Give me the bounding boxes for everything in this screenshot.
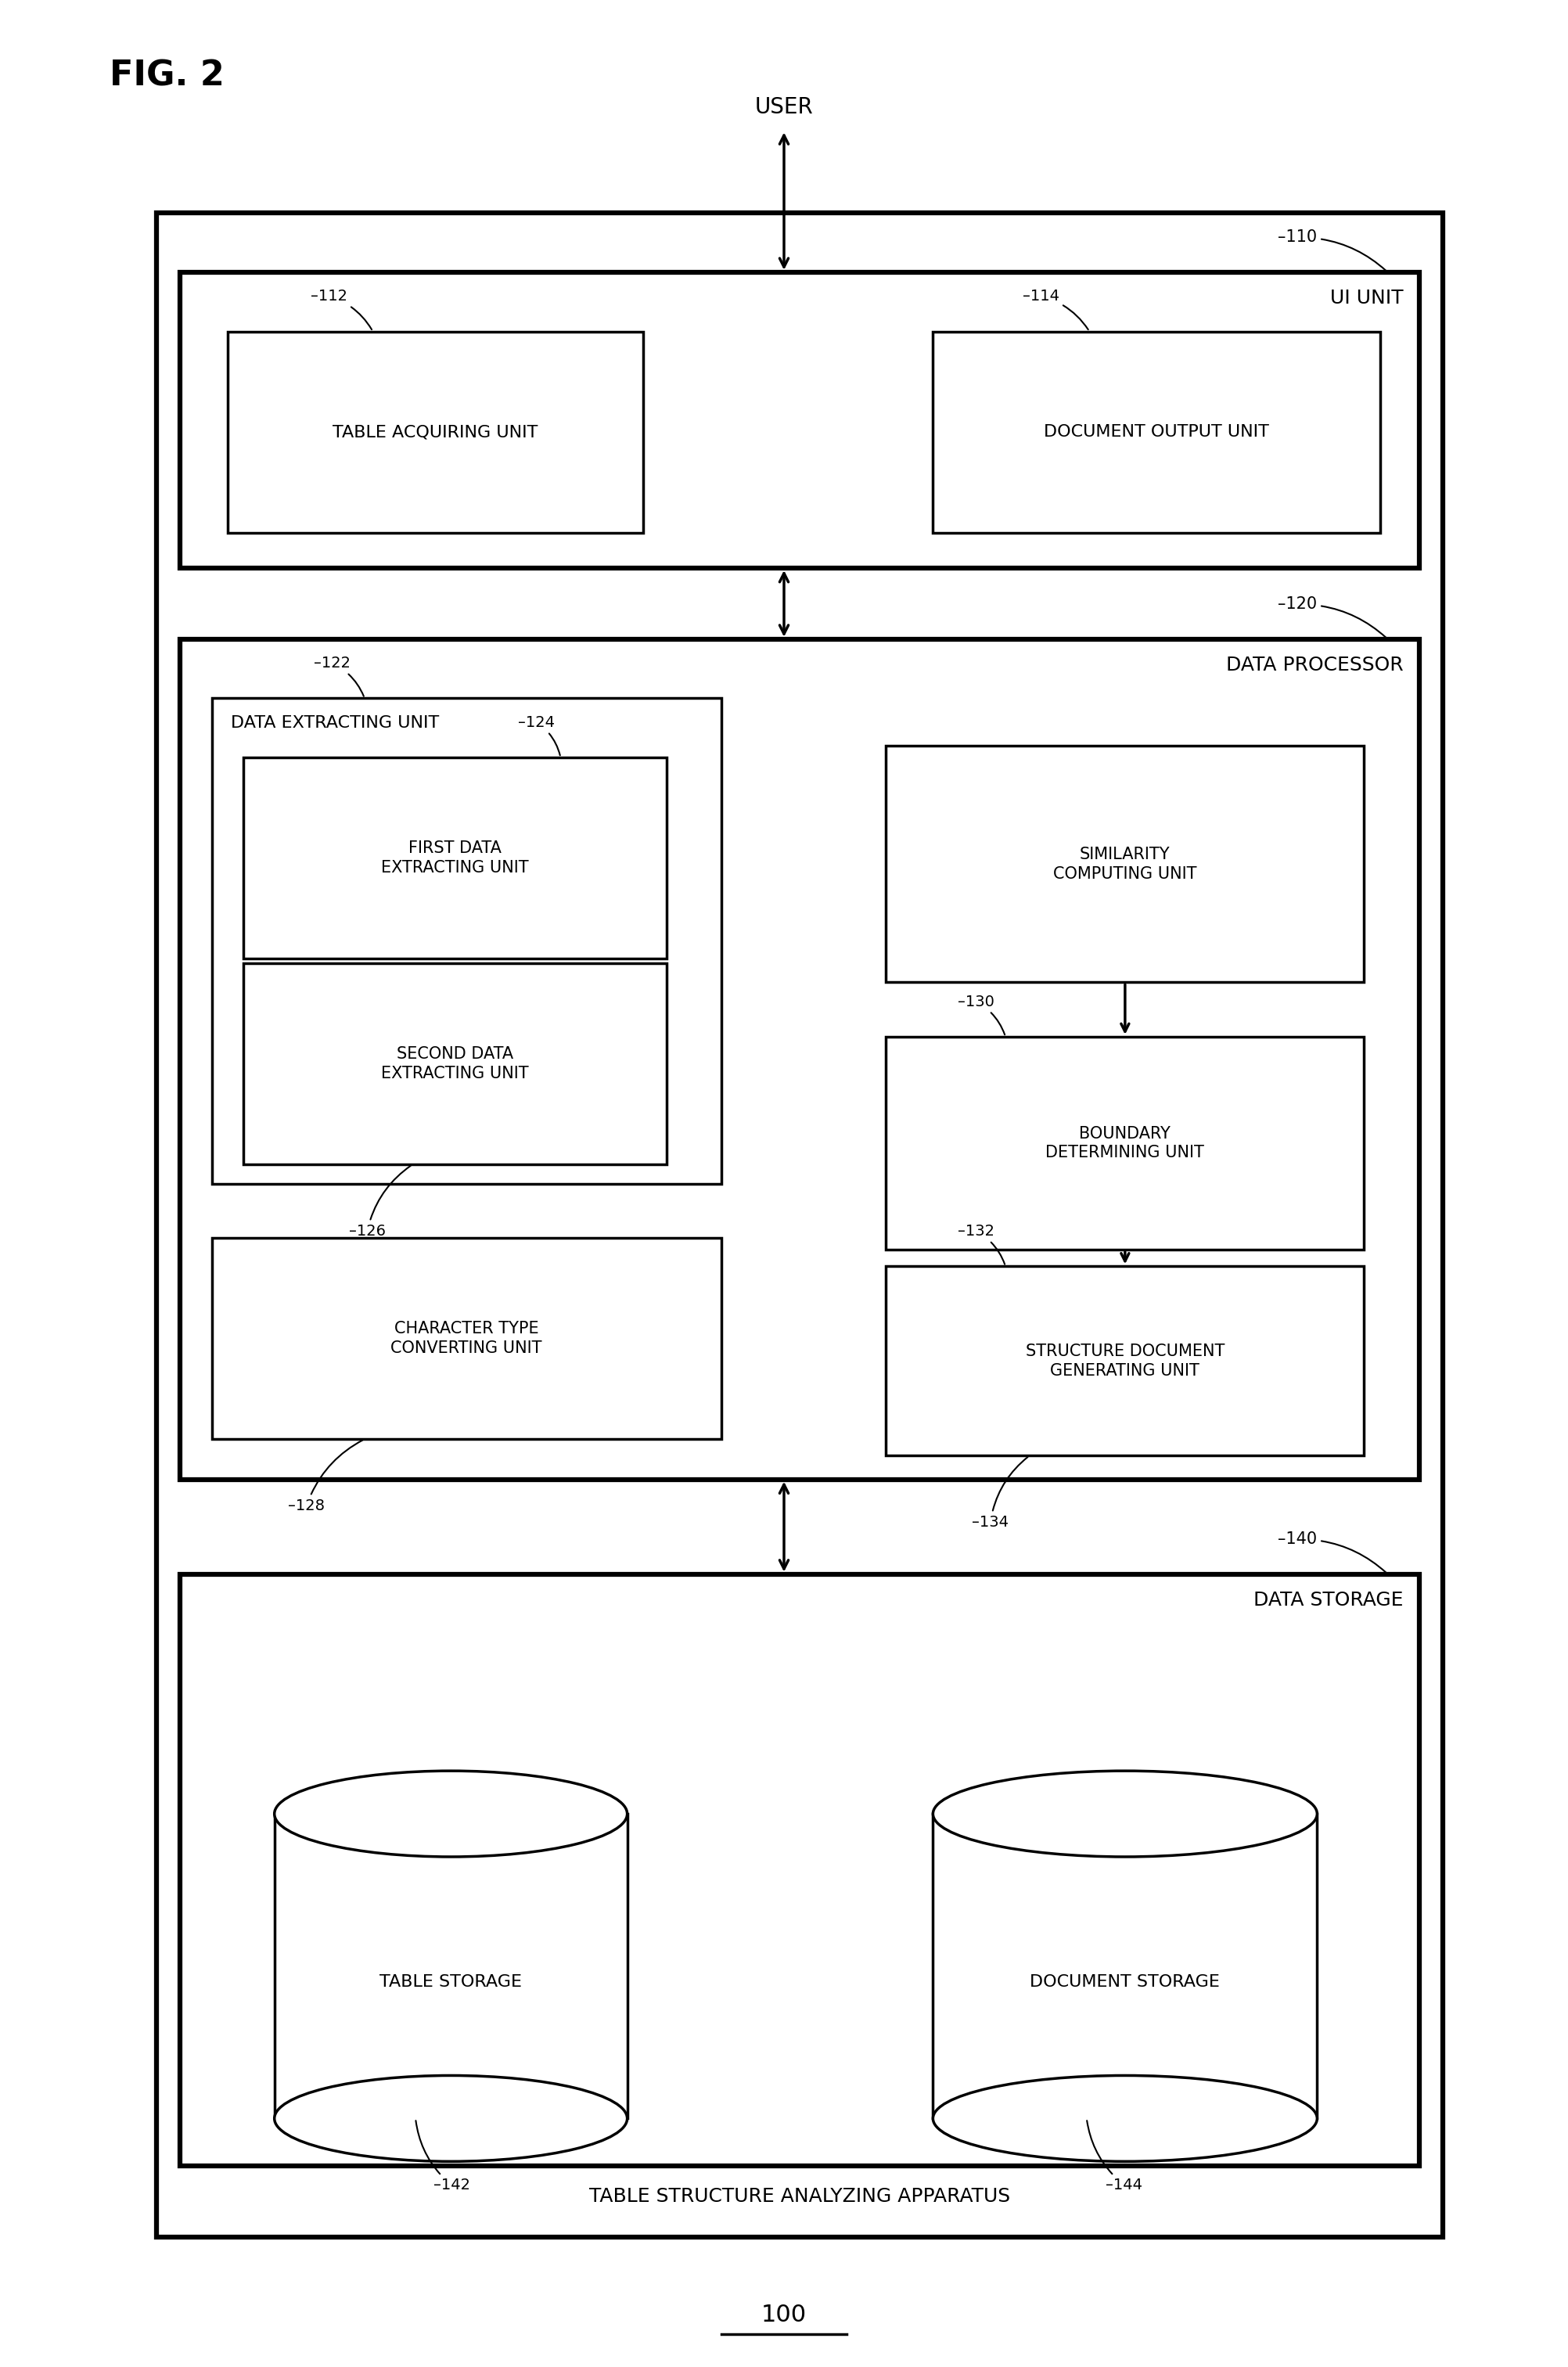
Text: USER: USER [754,97,814,118]
Text: FIG. 2: FIG. 2 [110,59,224,92]
Bar [212,698,721,1184]
Text: –128: –128 [289,1439,362,1513]
Text: –142: –142 [416,2121,470,2192]
Text: –122: –122 [314,656,364,696]
Text: CHARACTER TYPE
CONVERTING UNIT: CHARACTER TYPE CONVERTING UNIT [390,1321,543,1356]
Text: –112: –112 [310,289,372,329]
Text: DATA EXTRACTING UNIT: DATA EXTRACTING UNIT [230,715,439,731]
Text: –126: –126 [348,1167,411,1238]
Bar [243,757,666,959]
Text: –120: –120 [1278,596,1386,637]
Text: DOCUMENT STORAGE: DOCUMENT STORAGE [1030,1974,1220,1991]
Text: –110: –110 [1278,230,1386,270]
Text: TABLE STORAGE: TABLE STORAGE [379,1974,522,1991]
Bar [933,331,1380,533]
Text: –134: –134 [972,1458,1027,1529]
Text: DATA PROCESSOR: DATA PROCESSOR [1226,656,1403,675]
Text: –124: –124 [517,715,560,755]
Ellipse shape [274,2076,627,2161]
Text: SECOND DATA
EXTRACTING UNIT: SECOND DATA EXTRACTING UNIT [381,1046,528,1082]
Text: –144: –144 [1087,2121,1143,2192]
Text: DOCUMENT OUTPUT UNIT: DOCUMENT OUTPUT UNIT [1044,424,1269,440]
Text: TABLE ACQUIRING UNIT: TABLE ACQUIRING UNIT [332,424,538,440]
Bar [180,1574,1419,2166]
Bar [274,1813,627,2118]
Bar [886,1037,1364,1250]
Bar [886,746,1364,982]
Bar [180,272,1419,568]
Text: FIRST DATA
EXTRACTING UNIT: FIRST DATA EXTRACTING UNIT [381,840,528,876]
Text: –114: –114 [1022,289,1088,329]
Bar [180,639,1419,1479]
Bar [933,1813,1317,2118]
Text: –132: –132 [958,1224,1005,1264]
Bar [212,1238,721,1439]
Text: STRUCTURE DOCUMENT
GENERATING UNIT: STRUCTURE DOCUMENT GENERATING UNIT [1025,1344,1225,1378]
Text: –130: –130 [958,994,1005,1034]
Bar [243,963,666,1165]
Text: 100: 100 [760,2303,808,2327]
Text: BOUNDARY
DETERMINING UNIT: BOUNDARY DETERMINING UNIT [1046,1127,1204,1160]
Bar [886,1266,1364,1456]
Ellipse shape [933,2076,1317,2161]
Ellipse shape [274,1771,627,1856]
Text: DATA STORAGE: DATA STORAGE [1253,1591,1403,1610]
Text: TABLE STRUCTURE ANALYZING APPARATUS: TABLE STRUCTURE ANALYZING APPARATUS [590,2187,1010,2206]
Bar [227,331,643,533]
Text: SIMILARITY
COMPUTING UNIT: SIMILARITY COMPUTING UNIT [1054,847,1196,881]
Bar [157,213,1443,2237]
Text: UI UNIT: UI UNIT [1330,289,1403,308]
Text: –140: –140 [1278,1531,1386,1572]
Ellipse shape [933,1771,1317,1856]
